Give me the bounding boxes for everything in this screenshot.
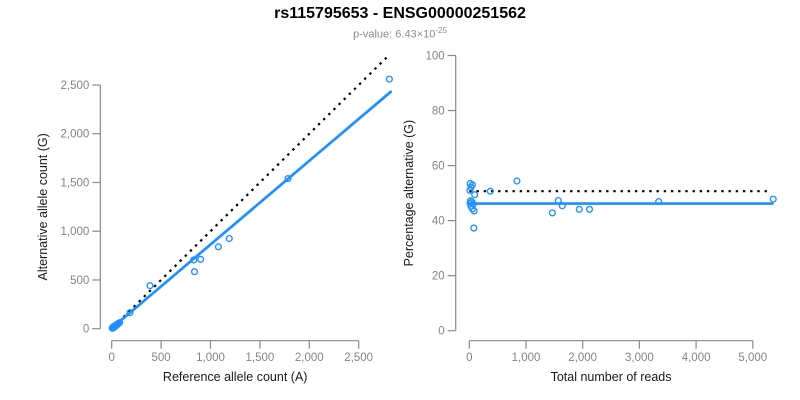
allele-counts-plot: 0 500 1,000 1,500 2,000 2,500 0 500 1,000 1,500 2,… xyxy=(36,55,393,384)
x-tick-label: 0 xyxy=(108,352,114,364)
points-group xyxy=(108,75,393,332)
data-point xyxy=(467,183,475,191)
data-point xyxy=(190,256,198,264)
data-point xyxy=(146,282,154,290)
y-tick-label: 20 xyxy=(432,271,445,283)
y-tick-label: 0 xyxy=(83,324,89,336)
y-axis-title: Alternative allele count (G) xyxy=(36,133,50,280)
y-tick-label: 0 xyxy=(438,326,444,338)
data-point xyxy=(471,191,479,199)
fit-line xyxy=(110,90,393,330)
data-point xyxy=(385,75,393,83)
data-point xyxy=(554,196,562,205)
y-tick-label: 500 xyxy=(70,275,89,287)
data-point xyxy=(126,309,134,317)
pvalue-text: p-value: 6.43×10 xyxy=(353,28,436,41)
x-tick-label: 1,500 xyxy=(246,352,275,364)
data-point xyxy=(548,209,556,217)
y-tick-label: 1,000 xyxy=(61,226,90,238)
data-point xyxy=(470,224,478,232)
data-point xyxy=(655,198,663,206)
data-point xyxy=(558,202,566,210)
x-axis-title: Reference allele count (A) xyxy=(163,370,308,384)
y-tick-label: 2,500 xyxy=(61,80,90,92)
y-tick-label: 80 xyxy=(432,106,445,118)
data-point xyxy=(284,175,292,183)
data-point xyxy=(575,205,583,213)
y-axis-title: Percentage alternative (G) xyxy=(402,120,416,267)
data-point xyxy=(108,324,117,332)
data-point xyxy=(470,207,478,215)
data-point xyxy=(466,186,474,194)
data-point xyxy=(486,187,494,195)
data-point xyxy=(513,177,521,185)
x-tick-label: 500 xyxy=(152,352,171,364)
y-tick-label: 40 xyxy=(432,216,445,228)
data-point xyxy=(225,234,233,243)
percentage-vs-reads-plot: 0 1,000 2,000 3,000 4,000 5,000 0 20 40 60 80 100 To… xyxy=(402,51,777,384)
data-point xyxy=(769,195,777,203)
y-tick-label: 2,000 xyxy=(61,129,90,141)
x-tick-label: 4,000 xyxy=(682,352,711,364)
x-tick-label: 5,000 xyxy=(738,352,767,364)
data-point xyxy=(190,268,199,276)
chart-title: rs115795653 - ENSG00000251562 xyxy=(274,5,526,22)
x-tick-label: 2,500 xyxy=(344,352,373,364)
x-tick-label: 3,000 xyxy=(625,352,654,364)
x-tick-label: 1,000 xyxy=(512,352,541,364)
x-tick-label: 0 xyxy=(466,352,472,364)
data-point xyxy=(585,205,594,213)
pvalue-exponent: -25 xyxy=(435,26,447,35)
data-point xyxy=(109,323,117,331)
y-tick-label: 60 xyxy=(432,161,445,173)
y-tick-label: 1,500 xyxy=(61,177,90,189)
data-point xyxy=(116,319,124,327)
data-point xyxy=(197,255,205,263)
x-axis-title: Total number of reads xyxy=(551,370,672,384)
chart-subtitle: p-value: 6.43×10-25 xyxy=(0,26,800,41)
points-group xyxy=(466,177,777,232)
x-tick-label: 1,000 xyxy=(196,352,225,364)
x-tick-label: 2,000 xyxy=(295,352,324,364)
dashed-reference-line xyxy=(112,55,389,329)
data-point xyxy=(214,243,222,251)
y-tick-label: 100 xyxy=(426,51,445,63)
x-tick-label: 2,000 xyxy=(568,352,597,364)
